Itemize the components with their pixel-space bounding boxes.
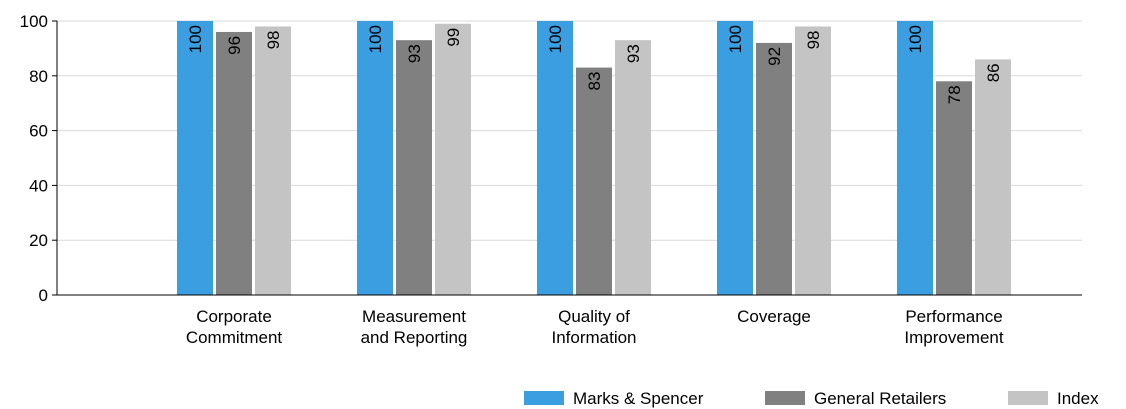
y-tick-label: 100 [20,12,48,31]
legend: Marks & Spencer General Retailers Index [524,389,1099,408]
y-tick-label: 60 [29,122,48,141]
bar [177,21,213,295]
x-category-label: Performance Improvement [904,307,1003,347]
data-label: 96 [225,36,244,55]
bar [756,42,792,295]
data-label: 93 [624,44,643,63]
data-label: 100 [186,25,205,53]
legend-label: Marks & Spencer [573,389,704,408]
bar [216,31,252,296]
x-category-label: Corporate Commitment [186,307,283,347]
data-label: 100 [906,25,925,53]
x-category-label: Coverage [737,307,811,326]
bars: 100 96 98 100 93 99 100 83 93 100 92 98 100 78 86 [177,21,1011,296]
data-label: 100 [726,25,745,53]
legend-label: General Retailers [814,389,946,408]
bar [936,81,972,295]
data-label: 78 [945,85,964,104]
bar [435,23,471,296]
data-label: 93 [405,44,424,63]
bar [615,40,651,296]
bar [795,26,831,295]
x-category-label: Quality of Information [551,307,636,347]
y-tick-label: 40 [29,176,48,195]
x-category-label: Measurement and Reporting [361,307,468,347]
bar [576,67,612,295]
y-tick-label: 0 [39,286,48,305]
legend-swatch [524,391,564,405]
legend-swatch [1008,391,1048,405]
data-label: 98 [264,30,283,49]
legend-swatch [765,391,805,405]
bar [975,59,1011,295]
data-label: 100 [366,25,385,53]
bar [537,21,573,295]
x-axis: Corporate Commitment Measurement and Report… [57,294,1082,347]
data-label: 92 [765,47,784,66]
data-label: 98 [804,30,823,49]
legend-label: Index [1057,389,1099,408]
data-label: 83 [585,72,604,91]
y-tick-label: 80 [29,67,48,86]
bar [255,26,291,295]
data-label: 86 [984,63,1003,82]
y-tick-label: 20 [29,231,48,250]
bar [396,40,432,296]
y-axis: 0 20 40 60 80 100 [20,12,58,305]
data-label: 100 [546,25,565,53]
bar [357,21,393,295]
bar [897,21,933,295]
data-label: 99 [444,28,463,47]
bar [717,21,753,295]
